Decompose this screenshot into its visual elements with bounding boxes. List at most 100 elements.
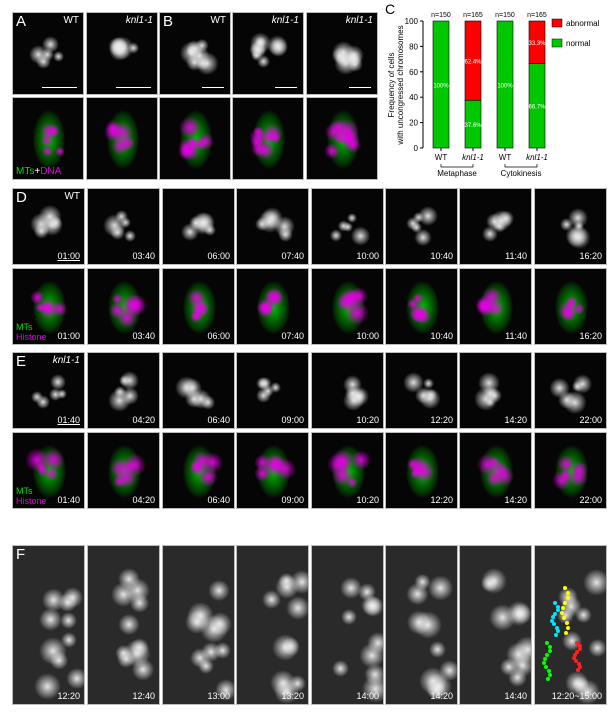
legend-label-normal: normal [566, 39, 591, 48]
micrograph-panel: 04:20 [87, 432, 160, 509]
micrograph-panel-F: 12:20~15:00 [534, 545, 607, 705]
chromosome [406, 458, 419, 470]
micrograph-panel-F: 14:40 [459, 545, 532, 705]
genotype-label: knl1-1 [271, 15, 299, 26]
x-tick-label: knl1-1 [462, 153, 484, 162]
chromosome [480, 574, 498, 592]
chromosome [340, 577, 362, 599]
micrograph-panel: 04:20 [87, 352, 160, 429]
timestamp: 12:20 [430, 495, 453, 505]
micrograph-panel-F: 14:20 [385, 545, 458, 705]
track-dot [575, 641, 579, 645]
x-tick-label: WT [499, 153, 512, 162]
track-dot [542, 661, 547, 665]
timestamp: 07:40 [281, 251, 304, 261]
chromosome [60, 632, 77, 649]
chromosome [34, 672, 62, 700]
chromosome [214, 679, 234, 702]
chromosome [40, 134, 54, 148]
track-dot [554, 625, 559, 630]
track-dot [550, 615, 555, 619]
y-axis-label: Frequency of cellswith uncongressed chro… [387, 25, 405, 145]
micrograph-panel: 12:20 [385, 352, 458, 429]
chromosome [270, 381, 282, 394]
chromosome [37, 465, 50, 477]
timestamp: 10:00 [356, 251, 379, 261]
chromosome [28, 44, 48, 65]
micrograph-panel: knl1-1 [86, 12, 158, 95]
timestamp: 14:00 [356, 691, 379, 701]
chromosome [61, 587, 83, 608]
n-label: n=165 [527, 12, 547, 19]
chromosome [486, 300, 504, 318]
chromosome [190, 211, 214, 236]
track-dot [572, 656, 577, 660]
chromosome [110, 225, 126, 241]
micrograph-panel: 06:40 [162, 352, 235, 429]
chromosome [39, 607, 63, 631]
micrograph-panel: 10:40 [385, 268, 458, 345]
track-dot [555, 604, 560, 609]
track-dot [552, 622, 557, 626]
timestamp: 10:20 [356, 495, 379, 505]
chromosome [185, 610, 210, 635]
micrograph-panel [159, 97, 231, 180]
chromosome [60, 612, 78, 630]
track-dot [542, 657, 547, 661]
chromosome [360, 594, 383, 617]
chromosome [119, 135, 136, 152]
chromosome [186, 45, 197, 57]
micrograph-panel-F: 13:00 [162, 545, 235, 705]
chromosome [38, 298, 59, 319]
chromosome [201, 452, 223, 474]
chromosome [439, 660, 457, 682]
micrograph-panel-F: 12:40 [87, 545, 160, 705]
timestamp: 10:20 [356, 415, 379, 425]
chromosome [566, 295, 578, 308]
micrograph-panel: 09:00 [236, 432, 309, 509]
chromosome [409, 303, 429, 323]
timestamp: 22:00 [579, 415, 602, 425]
chromosome [414, 229, 432, 247]
data-label: 100% [433, 84, 449, 90]
n-label: n=165 [463, 12, 483, 19]
timestamp: 01:00 [57, 331, 80, 341]
micrograph-panel: 11:40 [459, 188, 532, 265]
chromosome [256, 388, 271, 404]
chromosome [571, 675, 590, 693]
chromosome [493, 465, 515, 487]
chromosome [48, 387, 62, 402]
chromosome [558, 390, 577, 409]
chromosome [490, 210, 512, 232]
track-dot [565, 626, 570, 630]
legend-dna: DNA [40, 166, 62, 177]
chromosome [262, 123, 283, 144]
timestamp: 12:20~15:00 [551, 691, 602, 701]
timestamp: 11:40 [505, 251, 527, 261]
chromosome [474, 387, 498, 411]
timestamp: 06:00 [207, 251, 230, 261]
timestamp: 16:20 [579, 251, 602, 261]
y-tick-label: 60 [409, 68, 418, 77]
chromosome [350, 388, 366, 405]
chromosome [185, 389, 204, 408]
chromosome [195, 138, 208, 151]
track-dot [575, 650, 580, 654]
timestamp: 03:40 [132, 331, 155, 341]
timestamp: 01:40 [57, 495, 80, 505]
y-tick-label: 20 [409, 119, 418, 128]
micrograph-panel: 16:20 [534, 268, 607, 345]
chromosome [128, 42, 140, 54]
channel-legend: MTs Histone [16, 322, 47, 342]
chromosome [108, 40, 130, 62]
chromosome [262, 589, 282, 609]
data-label: 100% [497, 84, 513, 90]
panel-letter-F: F [16, 546, 26, 563]
chromosome [337, 220, 350, 232]
chromosome [178, 138, 195, 156]
micrograph-panel: 10:20 [311, 352, 384, 429]
track-dot [576, 662, 581, 666]
bar-abnormal [528, 20, 546, 64]
